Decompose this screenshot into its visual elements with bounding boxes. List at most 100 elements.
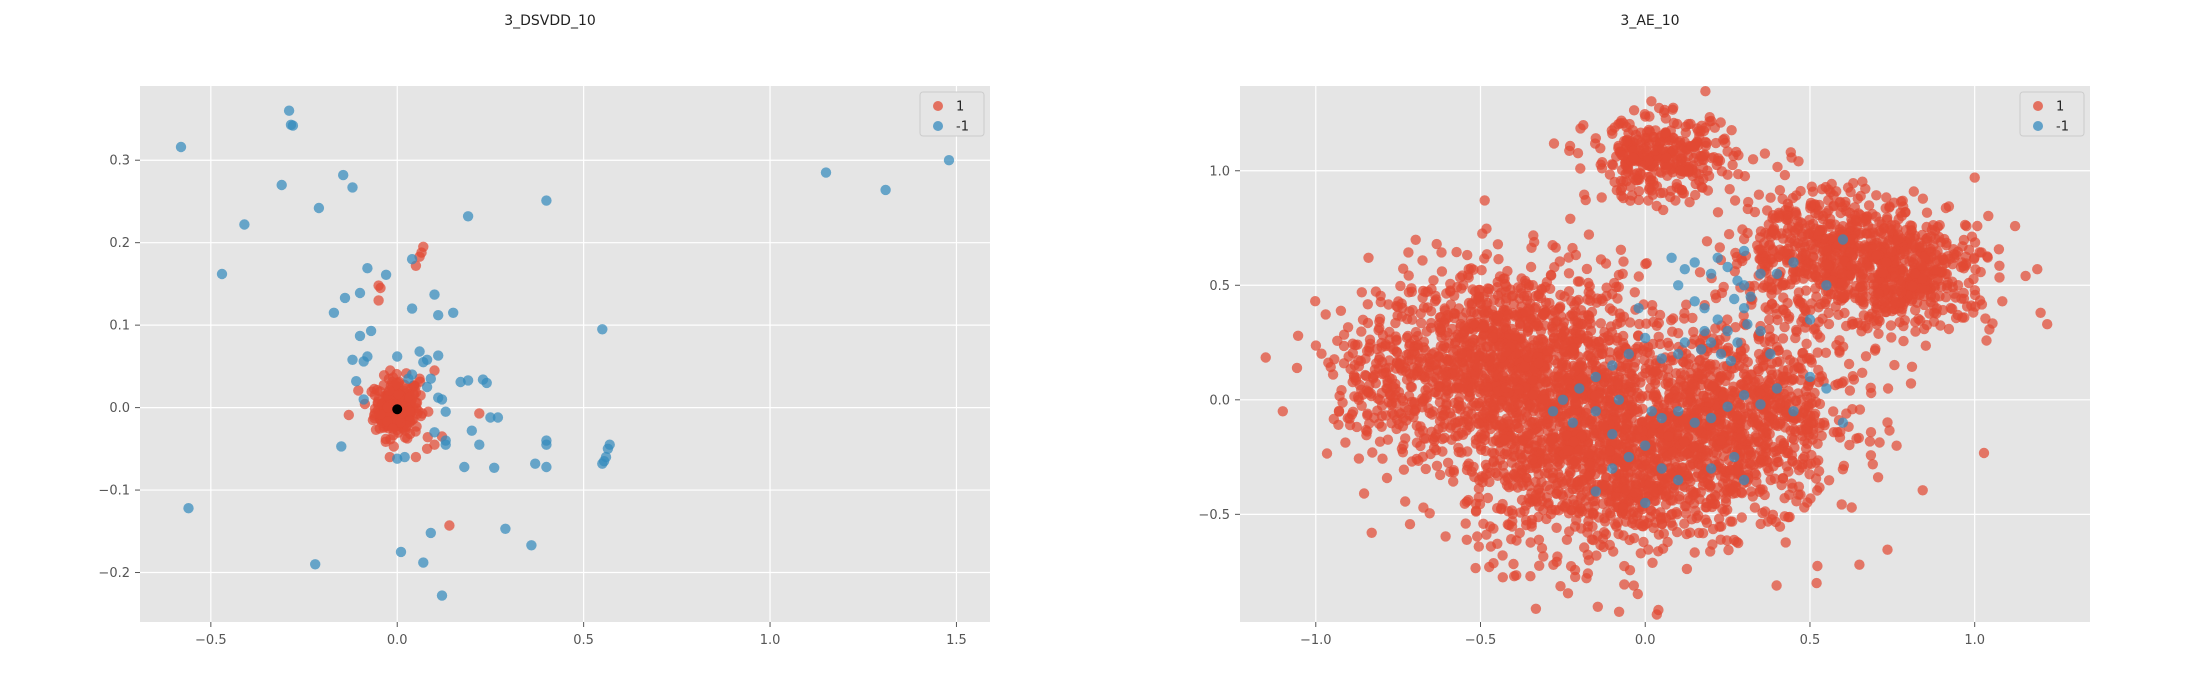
- data-point: [1816, 430, 1827, 441]
- data-point: [1855, 271, 1867, 283]
- data-point: [1403, 270, 1414, 281]
- x-tick-label: 0.0: [387, 633, 408, 648]
- data-point: [1886, 246, 1897, 257]
- data-point: [1865, 382, 1876, 393]
- data-point: [328, 307, 340, 318]
- data-point: [1941, 237, 1952, 248]
- x-tick-label: −0.5: [1465, 633, 1497, 648]
- data-point: [1612, 332, 1623, 344]
- data-point: [1722, 314, 1733, 325]
- data-point: [1714, 242, 1726, 253]
- data-point: [1774, 244, 1786, 255]
- data-point: [1742, 356, 1754, 368]
- data-point: [1433, 423, 1444, 435]
- data-point: [369, 390, 381, 401]
- data-point: [1499, 434, 1511, 445]
- data-point: [395, 417, 406, 428]
- data-point: [1479, 195, 1490, 206]
- data-point: [1584, 448, 1595, 459]
- data-point: [351, 376, 362, 387]
- data-point: [1694, 354, 1706, 366]
- data-point: [1503, 473, 1514, 484]
- data-point: [358, 394, 369, 405]
- data-point: [1649, 387, 1661, 398]
- data-point: [1581, 263, 1593, 275]
- data-point: [1785, 425, 1796, 436]
- data-point: [1775, 435, 1786, 446]
- data-point: [1495, 420, 1506, 431]
- data-point: [1563, 268, 1575, 279]
- data-point: [1498, 321, 1509, 333]
- data-point: [1598, 463, 1609, 474]
- data-point: [474, 439, 485, 450]
- data-point: [943, 155, 955, 166]
- data-point: [1482, 382, 1493, 393]
- data-point: [1488, 455, 1500, 466]
- y-tick-label: 1.0: [1209, 164, 1230, 179]
- data-point: [1375, 296, 1387, 308]
- data-point: [1553, 468, 1564, 479]
- data-point: [1920, 340, 1932, 351]
- data-point: [526, 540, 537, 551]
- data-point: [1719, 506, 1730, 517]
- data-point: [1830, 380, 1841, 391]
- data-point: [1805, 458, 1817, 469]
- data-point: [1885, 320, 1897, 331]
- data-point: [1881, 257, 1892, 268]
- data-point: [541, 461, 552, 473]
- data-point: [1492, 310, 1504, 321]
- data-point: [1773, 212, 1785, 223]
- data-point: [1447, 323, 1458, 335]
- data-point: [1813, 466, 1825, 477]
- data-point: [1540, 377, 1551, 388]
- data-point: [1554, 256, 1566, 267]
- data-point: [1558, 345, 1569, 356]
- data-point: [1678, 436, 1690, 448]
- data-point: [336, 441, 347, 452]
- data-point: [1532, 435, 1543, 446]
- data-point: [1778, 292, 1789, 303]
- data-point: [1997, 296, 2008, 307]
- data-point: [354, 287, 366, 299]
- data-point: [1771, 580, 1782, 591]
- data-point: [1794, 298, 1805, 309]
- data-point: [1481, 529, 1492, 540]
- data-point: [1759, 489, 1770, 501]
- data-point: [1835, 426, 1846, 437]
- data-point: [1484, 521, 1496, 532]
- data-point: [1972, 220, 1983, 232]
- data-point: [820, 167, 832, 178]
- data-point: [1660, 113, 1672, 124]
- data-point: [1916, 240, 1928, 252]
- data-point: [1611, 281, 1622, 293]
- series-positive: [1260, 86, 2053, 620]
- data-point: [1674, 491, 1685, 502]
- data-point: [1811, 291, 1822, 302]
- data-point: [1857, 217, 1868, 228]
- data-point: [1576, 476, 1588, 487]
- data-point: [1425, 448, 1436, 460]
- data-point: [1582, 294, 1593, 305]
- data-point: [1994, 260, 2005, 271]
- data-point: [1865, 427, 1877, 438]
- data-point: [466, 425, 477, 436]
- data-point: [1671, 526, 1683, 538]
- data-point: [1629, 361, 1640, 373]
- data-point: [492, 412, 504, 423]
- data-point: [1723, 544, 1734, 556]
- data-point: [1621, 484, 1632, 496]
- data-point: [1940, 292, 1952, 303]
- data-point: [1958, 287, 1969, 299]
- data-point: [1891, 440, 1902, 451]
- data-point: [1526, 488, 1537, 499]
- data-point: [1681, 299, 1692, 310]
- data-point: [1784, 311, 1795, 322]
- data-point: [1641, 318, 1652, 329]
- data-point: [1857, 176, 1868, 187]
- data-point: [406, 254, 418, 265]
- data-point: [382, 416, 393, 427]
- data-point: [1934, 220, 1945, 231]
- data-point: [1833, 309, 1844, 320]
- data-point: [1895, 279, 1907, 290]
